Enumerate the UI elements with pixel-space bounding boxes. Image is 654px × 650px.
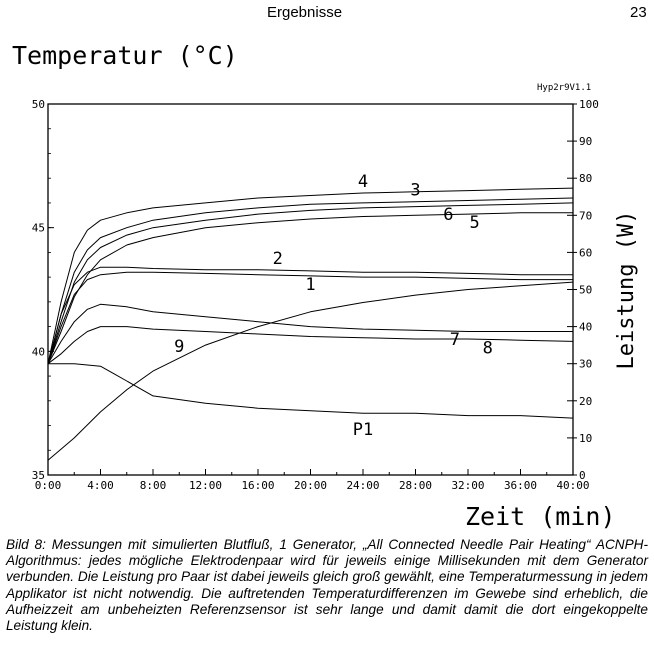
data-series [47,187,574,461]
series-label: 6 [443,205,453,225]
y2-tick-label: 70 [579,209,592,222]
y2-tick-label: 30 [579,358,592,371]
series-label: 5 [469,213,479,233]
page-number: 23 [630,4,647,21]
series-line-9 [47,281,574,461]
series-line-4 [47,187,574,364]
x-tick-label: 4:00 [87,479,114,492]
x-tick-label: 16:00 [241,479,274,492]
series-label: 9 [174,337,184,357]
y2-tick-label: 60 [579,246,592,259]
series-label: P1 [353,420,373,440]
series-label: 3 [410,181,420,201]
series-line-1 [47,271,573,364]
series-label: 8 [483,338,493,358]
series-label: 2 [273,249,283,269]
y-axis-label: Temperatur (°C) [12,41,238,70]
x-tick-label: 0:00 [35,479,62,492]
axis-ticks: 0:00 4:00 8:00 12:00 16:00 20:00 24:00 28:00 32:… [32,98,599,492]
y2-tick-label: 10 [579,432,592,445]
y-tick-label: 40 [32,345,45,358]
series-line-3 [47,197,574,364]
y2-axis-label: Leistung (W) [614,211,639,370]
x-tick-label: 20:00 [294,479,327,492]
y-tick-label: 50 [32,98,45,111]
series-labels: 4 3 6 5 2 1 7 8 P1 9 [174,172,493,440]
page-header-title: Ergebnisse [267,4,343,21]
y2-tick-label: 20 [579,395,592,408]
y2-tick-label: 80 [579,172,592,185]
x-axis-label: Zeit (min) [465,502,616,531]
series-label: 4 [358,172,368,192]
y-tick-label: 45 [32,222,45,235]
y2-tick-label: 50 [579,284,592,297]
y-tick-label: 35 [32,469,45,482]
y2-tick-label: 40 [579,321,592,334]
x-tick-label: 40:00 [556,479,589,492]
series-label: 1 [305,275,315,295]
figure-caption: Bild 8: Messungen mit simulierten Blutfl… [6,537,648,634]
y2-tick-label: 90 [579,135,592,148]
y2-tick-label: 100 [579,98,599,111]
x-tick-label: 36:00 [504,479,537,492]
series-line-7 [47,303,573,364]
y2-tick-label: 0 [579,469,586,482]
x-tick-label: 28:00 [399,479,432,492]
chart: Temperatur (°C) Hyp2r9V1.1 Leistung (W) … [12,41,639,531]
series-line-2 [47,266,573,364]
series-line-6 [47,202,574,364]
x-tick-label: 8:00 [140,479,167,492]
x-tick-label: 12:00 [189,479,222,492]
series-line-8 [47,326,574,365]
series-label: 7 [450,330,460,350]
series-line-p1 [48,363,574,419]
plot-id: Hyp2r9V1.1 [537,83,591,93]
x-tick-label: 32:00 [451,479,484,492]
x-tick-label: 24:00 [346,479,379,492]
